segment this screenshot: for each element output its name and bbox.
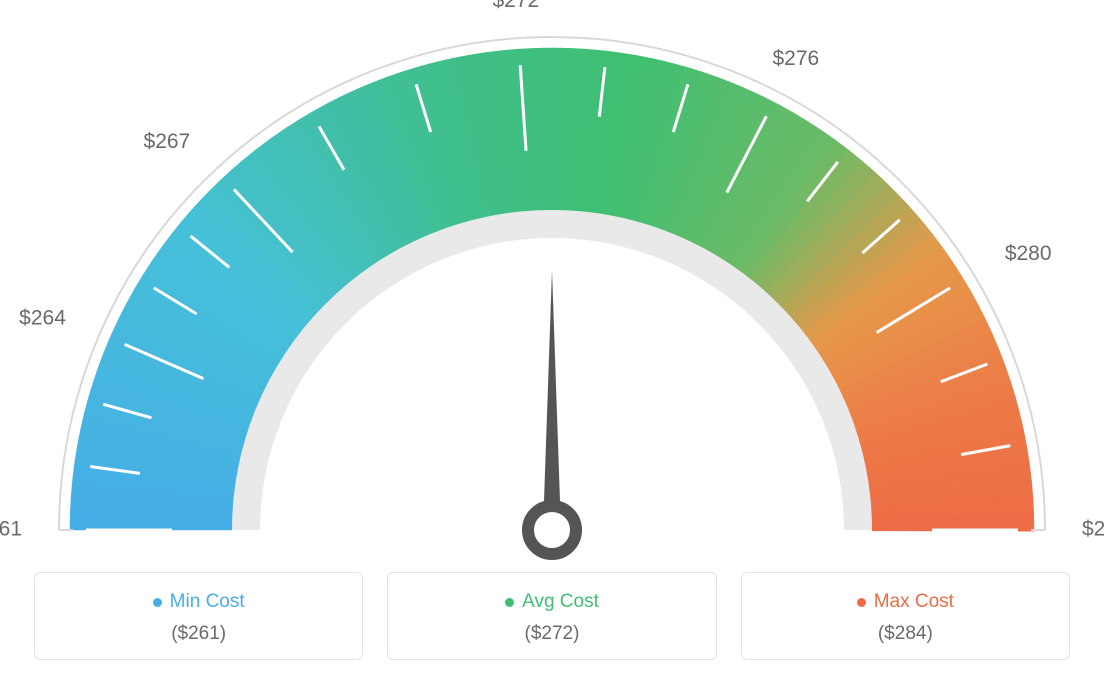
legend-dot-min	[153, 598, 162, 607]
chart-container: $261 $264 $267 $272 $276 $280 $284 Min Cost ($…	[0, 0, 1104, 690]
legend-row: Min Cost ($261) Avg Cost ($272) Max Cost…	[0, 572, 1104, 660]
needle-hub	[528, 506, 576, 554]
legend-value-min: ($261)	[45, 623, 352, 645]
tick-label: $280	[1005, 242, 1052, 265]
tick-label: $272	[492, 0, 539, 12]
legend-title-row: Max Cost	[752, 591, 1059, 613]
legend-card-min: Min Cost ($261)	[34, 572, 363, 660]
tick-label: $284	[1082, 518, 1104, 541]
legend-title-avg: Avg Cost	[522, 591, 599, 613]
legend-title-row: Min Cost	[45, 591, 352, 613]
tick-label: $276	[772, 47, 819, 70]
legend-dot-avg	[505, 598, 514, 607]
gauge-chart: $261 $264 $267 $272 $276 $280 $284	[0, 0, 1104, 580]
legend-title-max: Max Cost	[874, 591, 954, 613]
legend-value-max: ($284)	[752, 623, 1059, 645]
legend-title-row: Avg Cost	[398, 591, 705, 613]
tick-label: $267	[144, 130, 191, 153]
needle	[543, 270, 561, 530]
legend-card-max: Max Cost ($284)	[741, 572, 1070, 660]
legend-card-avg: Avg Cost ($272)	[387, 572, 716, 660]
legend-value-avg: ($272)	[398, 623, 705, 645]
tick-label: $261	[0, 518, 22, 541]
legend-dot-max	[857, 598, 866, 607]
tick-label: $264	[19, 306, 66, 329]
legend-title-min: Min Cost	[170, 591, 245, 613]
